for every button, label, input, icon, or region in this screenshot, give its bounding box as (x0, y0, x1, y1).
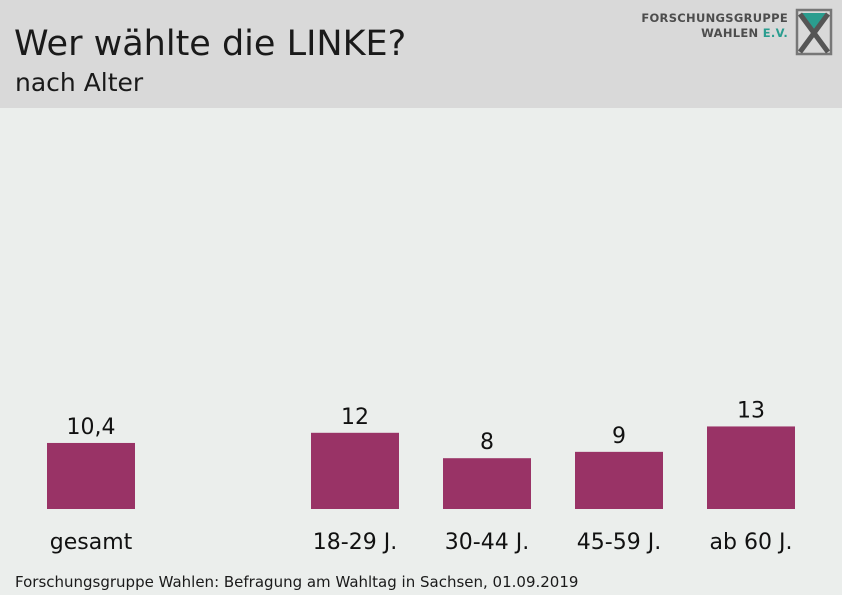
logo-line-2-main: WAHLEN (701, 26, 759, 40)
bar-30-44-j- (443, 458, 531, 509)
value-label: 12 (341, 405, 369, 430)
category-label: 18-29 J. (313, 530, 397, 555)
value-label: 10,4 (67, 415, 116, 440)
logo-line-1: FORSCHUNGSGRUPPE (641, 11, 788, 25)
logo-line-2: WAHLEN E.V. (641, 26, 788, 41)
category-label: ab 60 J. (710, 530, 793, 555)
value-label: 8 (480, 430, 494, 455)
value-label: 13 (737, 398, 765, 423)
value-label: 9 (612, 424, 626, 449)
category-label: gesamt (50, 530, 133, 555)
bar-gesamt (47, 442, 135, 509)
source-note: Forschungsgruppe Wahlen: Befragung am Wa… (15, 573, 579, 591)
category-label: 30-44 J. (445, 530, 529, 555)
logo-wordmark: FORSCHUNGSGRUPPE WAHLEN E.V. (641, 11, 788, 41)
logo-line-2-suffix: E.V. (762, 26, 788, 40)
chart-subtitle: nach Alter (15, 68, 144, 97)
bar-45-59-j- (575, 451, 663, 509)
bar-ab-60-j- (707, 426, 795, 509)
bar-18-29-j- (311, 432, 399, 509)
header-band: Wer wählte die LINKE? nach Alter (0, 0, 842, 108)
chart-title: Wer wählte die LINKE? (14, 24, 407, 64)
category-label: 45-59 J. (577, 530, 661, 555)
x-ballot-icon (795, 8, 833, 56)
